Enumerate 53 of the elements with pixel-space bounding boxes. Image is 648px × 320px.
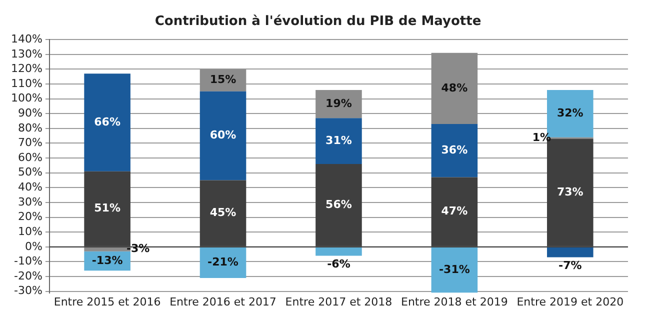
bar <box>200 91 246 180</box>
bar <box>200 247 246 278</box>
data-label: 66% <box>94 115 120 128</box>
y-tick-label: -30% <box>14 284 42 298</box>
y-tick-label: 90% <box>18 106 42 120</box>
data-label: 32% <box>556 106 584 120</box>
data-label: 73% <box>556 185 584 198</box>
data-label: 47% <box>441 204 468 218</box>
data-label: -21% <box>208 256 238 269</box>
y-tick-label: 110% <box>10 76 42 90</box>
data-label: 36% <box>441 144 468 157</box>
data-label: -6% <box>327 258 350 271</box>
y-tick-label: 10% <box>18 224 42 238</box>
y-tick-label: 40% <box>18 180 42 194</box>
data-label: 45% <box>210 206 236 220</box>
y-tick-label: 140% <box>10 32 42 46</box>
x-tick-label: Entre 2015 et 2016 <box>54 295 161 308</box>
data-label: -13% <box>92 254 123 267</box>
bar <box>316 118 362 164</box>
y-tick-label: 120% <box>10 62 42 76</box>
chart-title: Contribution à l'évolution du PIB de Mayotte <box>154 14 482 30</box>
y-tick-label: 50% <box>18 166 42 179</box>
y-tick-label: 130% <box>10 47 42 60</box>
y-tick-label: 0% <box>24 240 42 253</box>
y-tick-label: -20% <box>14 269 42 282</box>
bar <box>547 247 594 258</box>
data-label: -7% <box>558 259 582 272</box>
data-label: 19% <box>326 96 352 110</box>
data-label: 31% <box>326 134 352 147</box>
y-tick-label: -10% <box>14 254 42 268</box>
y-tick-label: 80% <box>18 121 42 134</box>
x-tick-label: Entre 2018 et 2019 <box>401 295 508 308</box>
bar <box>431 247 478 293</box>
y-tick-label: 60% <box>18 150 42 164</box>
bar <box>431 124 478 178</box>
data-label: 56% <box>326 198 352 212</box>
data-label: 48% <box>441 81 468 94</box>
data-label: 1% <box>532 130 552 144</box>
data-label: 51% <box>94 202 120 215</box>
x-tick-label: Entre 2019 et 2020 <box>516 295 624 308</box>
data-label: 60% <box>210 128 236 142</box>
y-tick-label: 70% <box>18 136 42 150</box>
y-tick-label: 30% <box>18 195 42 208</box>
bar <box>316 90 362 118</box>
bar <box>316 247 362 256</box>
data-label: -31% <box>438 262 470 276</box>
bar <box>84 74 130 172</box>
y-tick-label: 20% <box>18 210 42 224</box>
x-tick-label: Entre 2016 et 2017 <box>170 295 276 308</box>
data-label: 15% <box>210 73 236 86</box>
y-tick-label: 100% <box>10 92 42 105</box>
bar <box>431 52 478 124</box>
x-tick-label: Entre 2017 et 2018 <box>285 295 392 308</box>
